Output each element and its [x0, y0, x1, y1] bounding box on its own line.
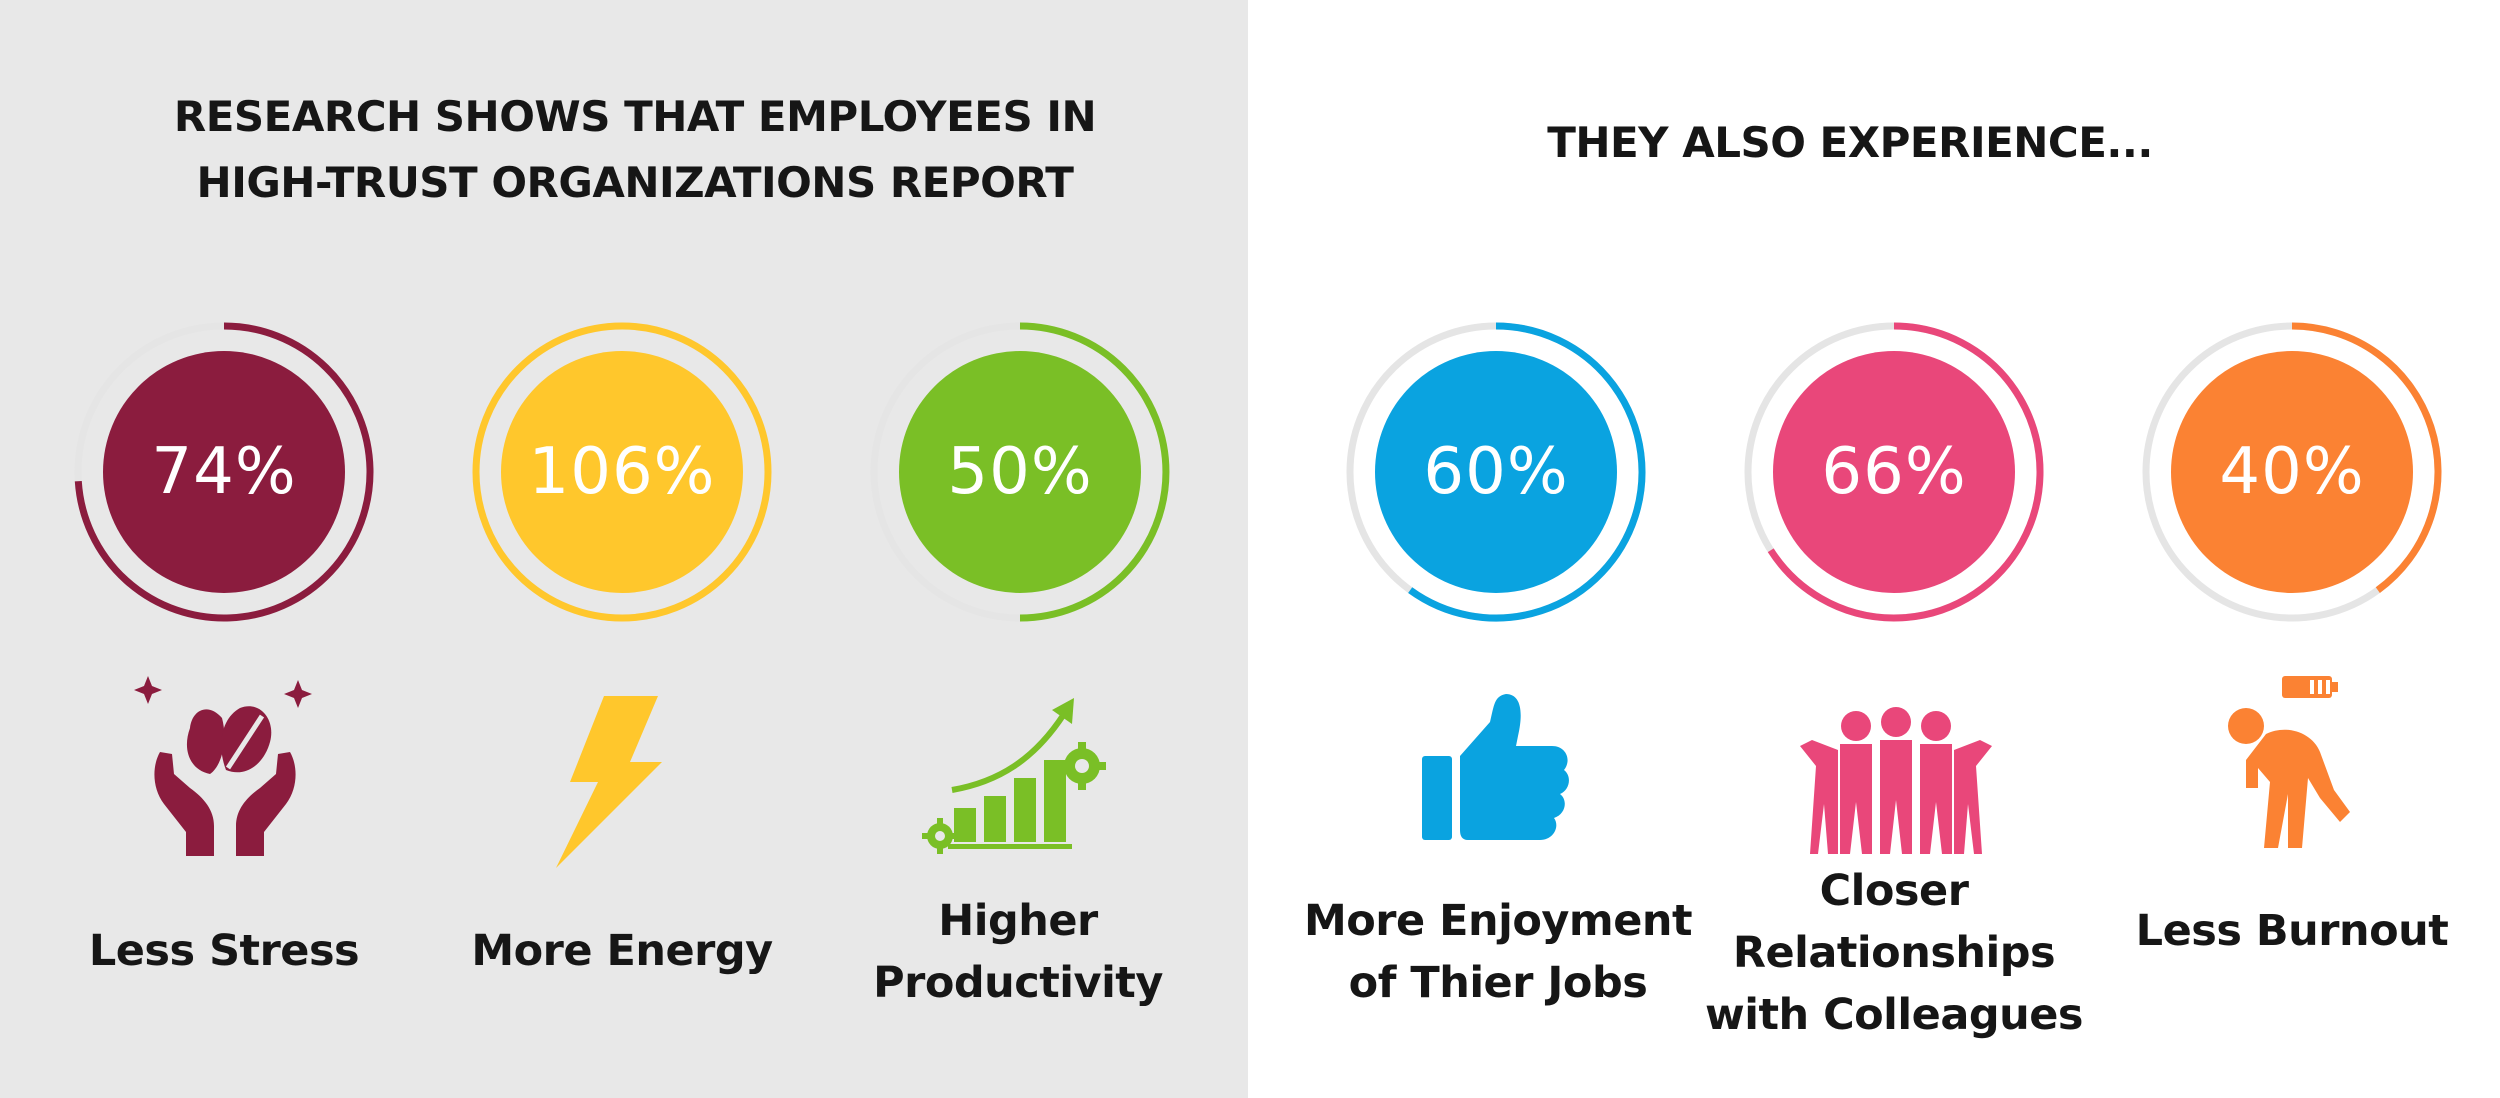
stat-disc: 106%: [501, 351, 743, 593]
progress-ring: [472, 322, 772, 622]
stat-closer-relationships: 66%: [1734, 312, 2054, 632]
progress-ring: [74, 322, 374, 622]
stat-less-stress: 74%: [64, 312, 384, 632]
experience-heading-line-1: THEY ALSO EXPERIENCE...: [1547, 118, 2153, 167]
thumbs-up-icon: [1420, 690, 1570, 850]
stat-percent: 74%: [151, 435, 297, 509]
progress-ring: [2142, 322, 2442, 622]
stat-percent: 50%: [947, 435, 1093, 509]
group-people-icon: [1796, 706, 1996, 856]
stat-percent: 60%: [1423, 435, 1569, 509]
stat-label: Closer Relationships with Colleagues: [1704, 866, 2084, 1040]
ring-progress-arc: [1767, 322, 2044, 622]
stat-label: More Energy: [471, 926, 773, 976]
progress-ring: [870, 322, 1170, 622]
stat-percent: 106%: [528, 435, 716, 509]
stat-label: Less Burnout: [2135, 906, 2449, 956]
stat-less-burnout: 40%: [2132, 312, 2452, 632]
stat-disc: 50%: [899, 351, 1141, 593]
ring-progress-arc: [1408, 322, 1646, 622]
ring-progress-arc: [2291, 322, 2442, 593]
stat-disc: 74%: [103, 351, 345, 593]
tired-person-icon: [2216, 672, 2366, 852]
ring-progress-arc: [74, 322, 374, 622]
research-heading: RESEARCH SHOWS THAT EMPLOYEES IN HIGH-TR…: [60, 84, 1210, 216]
stat-higher-productivity: 50%: [860, 312, 1180, 632]
stat-label: Higher Productivity: [873, 896, 1163, 1008]
ring-progress-arc: [1019, 322, 1170, 622]
experience-heading: THEY ALSO EXPERIENCE...: [1300, 110, 2400, 176]
stat-disc: 40%: [2171, 351, 2413, 593]
stat-percent: 66%: [1821, 435, 1967, 509]
stat-more-energy: 106%: [462, 312, 782, 632]
stat-percent: 40%: [2219, 435, 2365, 509]
research-heading-line-1: RESEARCH SHOWS THAT EMPLOYEES IN: [173, 92, 1097, 141]
progress-ring: [1346, 322, 1646, 622]
stat-disc: 66%: [1773, 351, 2015, 593]
progress-ring: [1744, 322, 2044, 622]
stat-disc: 60%: [1375, 351, 1617, 593]
stat-label: Less Stress: [88, 926, 360, 976]
hands-leaf-icon: [130, 670, 320, 860]
stat-label: More Enjoyment of Thier Jobs: [1303, 896, 1693, 1008]
ring-progress-arc: [472, 322, 772, 622]
lightning-bolt-icon: [548, 692, 668, 872]
research-heading-line-2: HIGH-TRUST ORGANIZATIONS REPORT: [196, 158, 1074, 207]
growth-chart-icon: [918, 690, 1118, 860]
stat-more-enjoyment: 60%: [1336, 312, 1656, 632]
